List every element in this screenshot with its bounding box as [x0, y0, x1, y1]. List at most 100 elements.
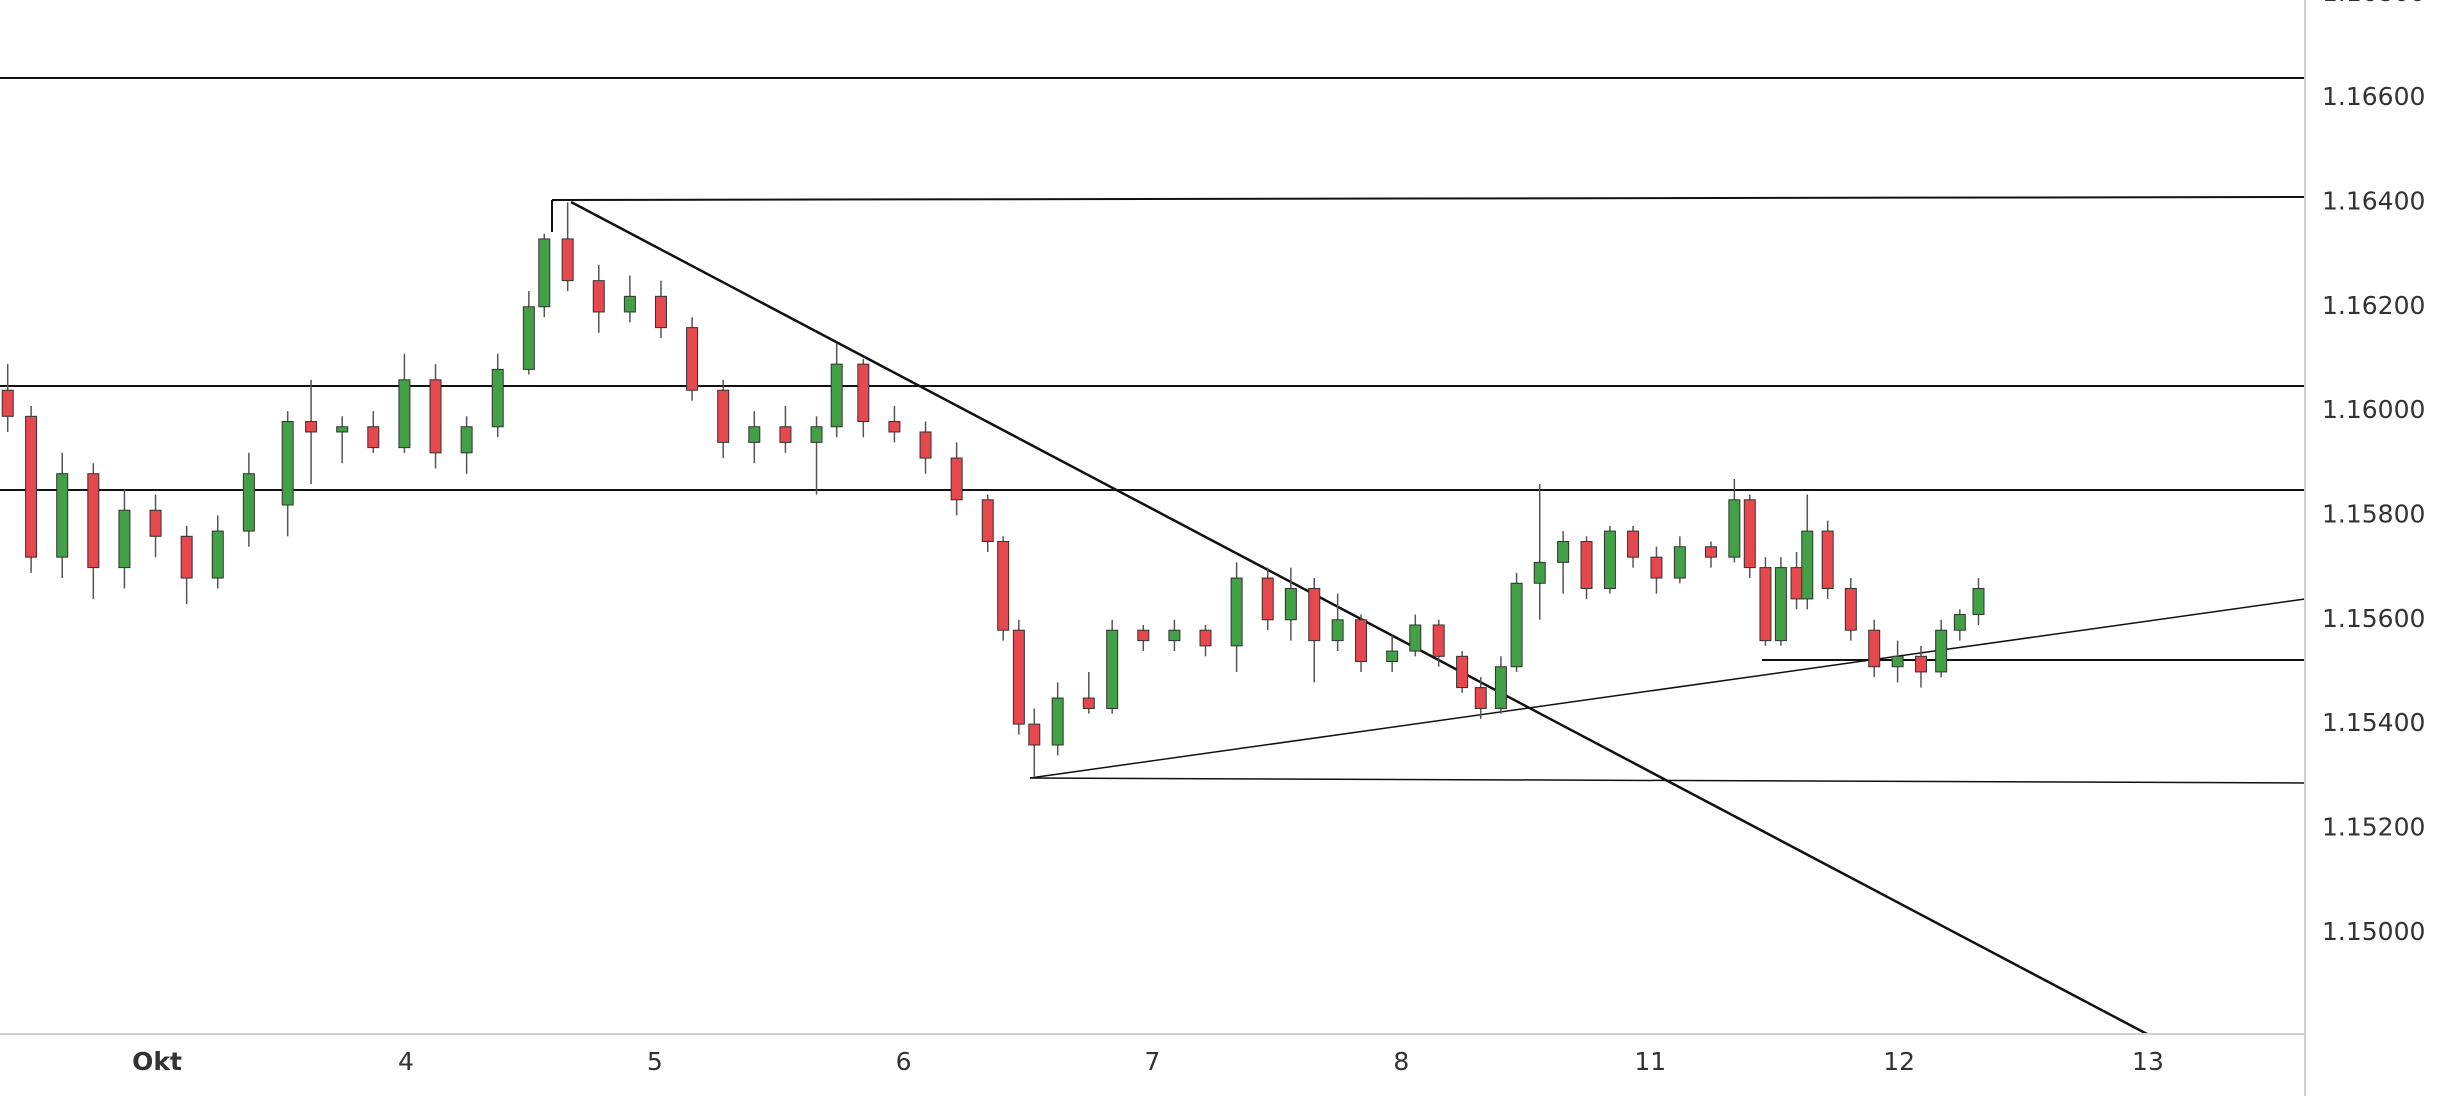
candle-body: [1028, 723, 1041, 746]
x-tick-label: 4: [398, 1047, 414, 1076]
candle-body: [888, 421, 901, 433]
candle-body: [367, 426, 380, 449]
candle-body: [654, 295, 667, 329]
candle-body: [1051, 697, 1064, 746]
candle-body: [1580, 541, 1593, 589]
candle-body: [118, 509, 131, 569]
candle-body: [87, 473, 100, 569]
candle-body: [1284, 587, 1297, 621]
candle-body: [1673, 546, 1686, 579]
candle-body: [281, 421, 294, 506]
candle-body: [1230, 577, 1243, 647]
x-tick-label: 11: [1634, 1047, 1666, 1076]
candle-body: [1557, 541, 1570, 563]
candle-body: [1137, 629, 1150, 642]
candle-body: [1914, 655, 1927, 673]
candle-body: [1801, 530, 1814, 600]
candle-body: [1759, 567, 1772, 642]
trend-line: [570, 200, 2148, 1036]
candle-body: [830, 363, 843, 428]
candle-body: [56, 473, 69, 558]
candle-body: [981, 499, 994, 543]
candle-body: [1168, 629, 1181, 642]
candle-body: [460, 426, 473, 454]
candle-body: [1432, 624, 1445, 657]
x-tick-label: 7: [1145, 1047, 1161, 1076]
candle-body: [1474, 687, 1487, 709]
candle-body: [748, 426, 761, 443]
candle-body: [1774, 567, 1787, 642]
candle-body: [1409, 624, 1422, 652]
candle-body: [1331, 619, 1344, 642]
x-tick-label: 13: [2132, 1047, 2164, 1076]
y-tick-label: 1.16200: [2322, 291, 2425, 320]
candle-body: [149, 509, 162, 537]
candle-body: [1935, 629, 1948, 673]
candle-body: [1743, 499, 1756, 569]
candle-body: [305, 421, 318, 433]
candle-body: [779, 426, 792, 443]
candle-body: [1082, 697, 1095, 709]
y-tick-label: 1.16800: [2322, 0, 2425, 7]
trend-line: [1029, 598, 2306, 779]
y-tick-label: 1.15000: [2322, 917, 2425, 946]
candle-body: [810, 426, 823, 443]
candle-body: [1012, 629, 1025, 725]
candle-body: [1821, 530, 1834, 589]
y-tick-label: 1.15400: [2322, 708, 2425, 737]
candle-body: [1728, 499, 1741, 558]
x-tick-label: 5: [647, 1047, 663, 1076]
candle-body: [1533, 561, 1546, 584]
candle-body: [211, 530, 224, 579]
candle-body: [686, 327, 699, 391]
candle-body: [491, 368, 504, 428]
level-line: [551, 196, 2306, 201]
drawings: [0, 77, 2306, 1036]
candle-body: [623, 295, 636, 313]
candle-body: [1386, 650, 1399, 663]
x-tick-label: 6: [896, 1047, 912, 1076]
candle-body: [950, 457, 963, 501]
candle-body: [1868, 629, 1881, 668]
candle-body: [997, 541, 1010, 631]
candle-body: [1355, 619, 1368, 663]
candle-body: [561, 238, 574, 282]
candle-body: [25, 415, 38, 558]
candle-body: [1510, 582, 1523, 668]
y-tick-label: 1.16600: [2322, 82, 2425, 111]
candle-body: [1844, 587, 1857, 631]
candle-body: [592, 280, 605, 313]
candle-body: [1704, 546, 1717, 558]
y-tick-label: 1.15200: [2322, 812, 2425, 841]
candle-body: [1, 389, 14, 417]
candle-body: [1308, 587, 1321, 642]
x-tick-label: 8: [1393, 1047, 1409, 1076]
candle-body: [429, 379, 442, 454]
candle-body: [180, 535, 193, 579]
y-tick-label: 1.15800: [2322, 499, 2425, 528]
candle-body: [919, 431, 932, 459]
y-tick-label: 1.15600: [2322, 604, 2425, 633]
candle-body: [857, 363, 870, 423]
candle-body: [1891, 655, 1904, 668]
candle-body: [1494, 666, 1507, 709]
candle-body: [1972, 587, 1985, 616]
candle-body: [1627, 530, 1640, 558]
candle-body: [1790, 567, 1803, 600]
candle-body: [242, 473, 255, 532]
candle-body: [717, 389, 730, 443]
candle-body: [1603, 530, 1616, 589]
x-tick-label: 12: [1883, 1047, 1915, 1076]
candle-body: [398, 379, 411, 449]
candle-body: [1106, 629, 1119, 709]
candle-body: [1456, 655, 1469, 689]
candle-body: [538, 238, 551, 308]
y-tick-label: 1.16000: [2322, 395, 2425, 424]
candle-body: [522, 306, 535, 370]
y-tick-label: 1.16400: [2322, 186, 2425, 215]
x-tick-label: Okt: [132, 1047, 182, 1076]
candle-body: [336, 426, 349, 433]
candle-body: [1261, 577, 1274, 621]
candle-body: [1953, 614, 1966, 631]
